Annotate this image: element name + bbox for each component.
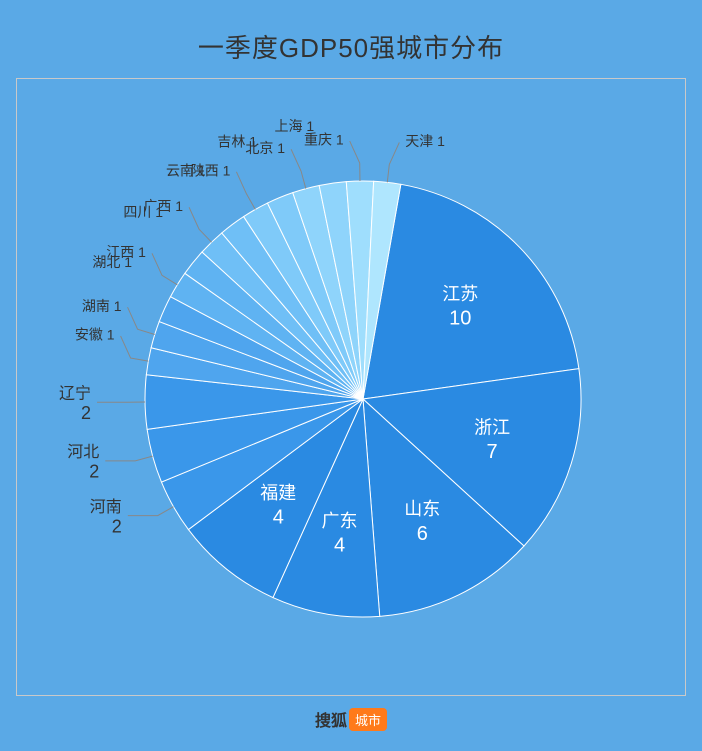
slice-label-small: 陕西 1 xyxy=(191,163,231,179)
slice-label-value: 10 xyxy=(449,307,471,329)
leader-line xyxy=(121,336,149,361)
slice-label-small: 天津 1 xyxy=(405,133,445,149)
slice-label-name: 河南 xyxy=(90,498,122,516)
slice-label-small: 北京 1 xyxy=(245,140,285,156)
slice-label-name: 广东 xyxy=(322,511,358,531)
slice-label-name: 福建 xyxy=(260,483,296,503)
leader-line xyxy=(189,207,212,242)
slice-label-name: 江苏 xyxy=(442,284,478,304)
pie-chart: 江苏10浙江7山东6广东4福建4河南2河北2辽宁2安徽 1湖南 1湖北 1江西 … xyxy=(17,79,687,697)
slice-label-name: 辽宁 xyxy=(59,385,91,403)
slice-label-small: 重庆 1 xyxy=(304,132,344,148)
slice-label-small: 江西 1 xyxy=(106,244,146,260)
slice-label-value: 4 xyxy=(334,534,345,556)
leader-line xyxy=(350,141,360,181)
slice-label-value: 7 xyxy=(487,441,498,463)
leader-line xyxy=(128,307,155,334)
slice-label-value: 4 xyxy=(273,507,284,529)
slice-label-value: 2 xyxy=(112,516,122,536)
leader-line xyxy=(387,142,399,182)
slice-label-value: 6 xyxy=(417,523,428,545)
slice-label-value: 2 xyxy=(89,462,99,482)
brand-footer: 搜狐城市 xyxy=(0,707,702,731)
slice-label-small: 安徽 1 xyxy=(75,327,115,343)
chart-title: 一季度GDP50强城市分布 xyxy=(0,28,702,65)
slice-label-name: 河北 xyxy=(67,443,99,461)
leader-line xyxy=(152,253,177,284)
brand-text: 搜狐 xyxy=(315,713,347,730)
slice-label-value: 2 xyxy=(81,403,91,423)
slice-label-name: 山东 xyxy=(404,499,440,519)
leader-line xyxy=(291,149,306,188)
slice-label-name: 浙江 xyxy=(474,418,510,438)
leader-line xyxy=(128,507,174,516)
leader-line xyxy=(236,172,255,210)
leader-line xyxy=(105,456,152,461)
slice-label-small: 湖南 1 xyxy=(82,298,122,314)
chart-frame: 江苏10浙江7山东6广东4福建4河南2河北2辽宁2安徽 1湖南 1湖北 1江西 … xyxy=(16,78,686,696)
page-root: 一季度GDP50强城市分布 江苏10浙江7山东6广东4福建4河南2河北2辽宁2安… xyxy=(0,0,702,751)
brand-badge: 城市 xyxy=(349,708,387,731)
slice-label-small: 广西 1 xyxy=(143,198,183,214)
